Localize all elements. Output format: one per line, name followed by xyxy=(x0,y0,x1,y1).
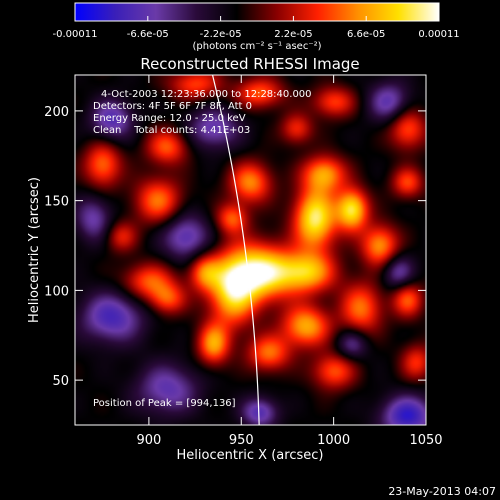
colorbar-gradient xyxy=(74,2,440,22)
colorbar-units-label: (photons cm⁻² s⁻¹ asec⁻²) xyxy=(192,41,321,52)
axis-ticks: 900 950 1000 1050 50 100 150 200 xyxy=(44,75,443,448)
annotation-energy-range: Energy Range: 12.0 - 25.0 keV xyxy=(93,113,246,124)
annotation-clean-counts: Clean Total counts: 4.41E+03 xyxy=(93,125,250,136)
x-tick-label: 1050 xyxy=(409,433,442,448)
annotation-block: 4-Oct-2003 12:23:36.000 to 12:28:40.000 … xyxy=(93,89,312,136)
heatmap-image xyxy=(75,75,426,425)
y-tick-label: 200 xyxy=(44,105,69,120)
footer-timestamp: 23-May-2013 04:07 xyxy=(388,485,496,498)
plot-frame xyxy=(74,74,427,426)
y-tick-label: 100 xyxy=(44,284,69,299)
x-axis-label: Heliocentric X (arcsec) xyxy=(177,448,324,463)
plot-area: 900 950 1000 1050 50 100 150 200 4-Oct-2003 12:… xyxy=(44,74,443,448)
y-tick-label: 150 xyxy=(44,195,69,210)
solar-limb-line xyxy=(211,75,260,425)
colorbar-tick-label: 2.2e-05 xyxy=(274,29,312,40)
colorbar-ticks: -0.00011 -6.6e-05 -2.2e-05 2.2e-05 6.6e-05 0.… xyxy=(53,16,460,40)
y-axis-label: Heliocentric Y (arcsec) xyxy=(27,177,42,323)
colorbar-tick-label: -6.6e-05 xyxy=(127,29,169,40)
annotation-time-range: 4-Oct-2003 12:23:36.000 to 12:28:40.000 xyxy=(101,89,312,100)
annotation-detectors: Detectors: 4F 5F 6F 7F 8F, Att 0 xyxy=(93,101,252,112)
peak-position-label: Position of Peak = [994,136] xyxy=(93,398,236,409)
colorbar-tick-label: 6.6e-05 xyxy=(347,29,385,40)
colorbar-tick-label: 0.00011 xyxy=(418,29,459,40)
colorbar: -0.00011 -6.6e-05 -2.2e-05 2.2e-05 6.6e-05 0.… xyxy=(53,2,460,52)
x-tick-label: 950 xyxy=(229,433,254,448)
colorbar-tick-label: -2.2e-05 xyxy=(200,29,242,40)
x-tick-label: 900 xyxy=(136,433,161,448)
y-tick-label: 50 xyxy=(52,374,69,389)
x-tick-label: 1000 xyxy=(317,433,350,448)
colorbar-tick-label: -0.00011 xyxy=(53,29,98,40)
chart-title: Reconstructed RHESSI Image xyxy=(140,55,359,73)
